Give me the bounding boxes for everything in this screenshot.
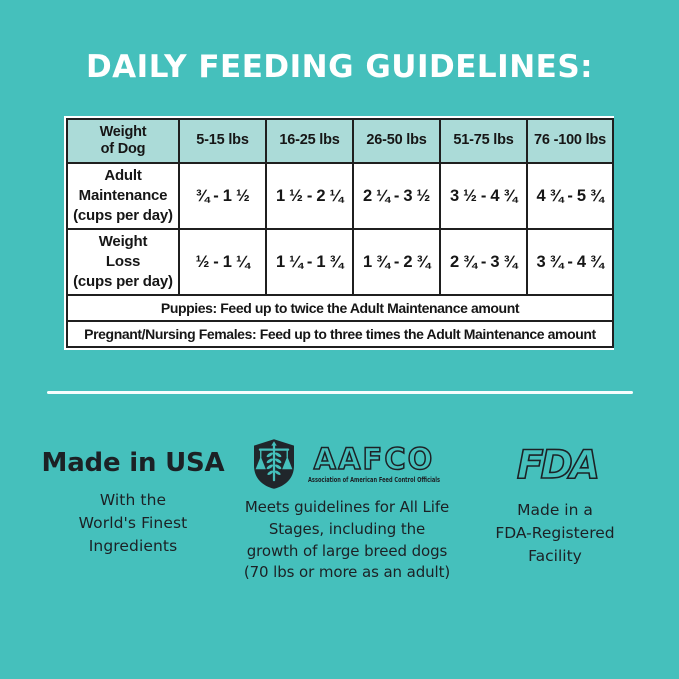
fda-block: FDA Made in a FDA-Registered Facility [466, 441, 644, 568]
cell-value: 1 ½ - 2 ¼ [265, 162, 354, 230]
header-26-50-lbs: 26-50 lbs [352, 118, 441, 164]
header-76-100-lbs: 76 -100 lbs [526, 118, 614, 164]
made-in-usa-block: Made in USA With the World's Finest Ingr… [35, 448, 231, 558]
aafco-shield-icon [253, 439, 294, 489]
row-label-weight-loss: Weight Loss (cups per day) [66, 228, 180, 296]
cell-value: 2 ¾ - 3 ¾ [439, 228, 528, 296]
cell-value: ¾ - 1 ½ [178, 162, 267, 230]
table-row-weight-loss: Weight Loss (cups per day) ½ - 1 ¼ 1 ¼ -… [66, 228, 614, 296]
fda-logo-icon: FDA [516, 442, 601, 489]
aafco-block: AAFCO Association of American Feed Contr… [224, 435, 470, 584]
cell-value: 3 ¾ - 4 ¾ [526, 228, 614, 296]
cell-value: 1 ¾ - 2 ¾ [352, 228, 441, 296]
table-row-adult-maintenance: Adult Maintenance (cups per day) ¾ - 1 ½… [66, 162, 614, 230]
made-in-usa-subtitle: With the World's Finest Ingredients [78, 491, 188, 555]
header-16-25-lbs: 16-25 lbs [265, 118, 354, 164]
aafco-tagline-text: Association of American Feed Control Off… [308, 476, 440, 484]
cell-value: 2 ¼ - 3 ½ [352, 162, 441, 230]
feeding-guidelines-table: Weight of Dog 5-15 lbs 16-25 lbs 26-50 l… [64, 116, 614, 350]
fda-wordmark-text: FDA [517, 443, 597, 488]
fda-description: Made in a FDA-Registered Facility [495, 501, 615, 565]
aafco-description: Meets guidelines for All Life Stages, in… [243, 498, 451, 582]
page-title: DAILY FEEDING GUIDELINES: [85, 49, 594, 85]
aafco-logo: AAFCO Association of American Feed Contr… [224, 435, 470, 493]
cell-value: 4 ¾ - 5 ¾ [526, 162, 614, 230]
header-5-15-lbs: 5-15 lbs [178, 118, 267, 164]
aafco-wordmark-text: AAFCO [313, 442, 434, 476]
header-weight-of-dog: Weight of Dog [66, 118, 180, 164]
section-divider [47, 391, 633, 394]
aafco-wordmark: AAFCO Association of American Feed Contr… [308, 441, 440, 484]
cell-value: 3 ½ - 4 ¾ [439, 162, 528, 230]
table-row-puppies-note: Puppies: Feed up to twice the Adult Main… [66, 294, 614, 322]
made-in-usa-title: Made in USA [41, 448, 225, 478]
pregnant-nursing-note: Pregnant/Nursing Females: Feed up to thr… [66, 320, 614, 348]
cell-value: ½ - 1 ¼ [178, 228, 267, 296]
row-label-adult-maintenance: Adult Maintenance (cups per day) [66, 162, 180, 230]
puppies-note: Puppies: Feed up to twice the Adult Main… [66, 294, 614, 322]
cell-value: 1 ¼ - 1 ¾ [265, 228, 354, 296]
feeding-table: Weight of Dog 5-15 lbs 16-25 lbs 26-50 l… [66, 118, 614, 348]
header-51-75-lbs: 51-75 lbs [439, 118, 528, 164]
table-header-row: Weight of Dog 5-15 lbs 16-25 lbs 26-50 l… [66, 118, 614, 164]
table-row-pregnant-note: Pregnant/Nursing Females: Feed up to thr… [66, 320, 614, 348]
